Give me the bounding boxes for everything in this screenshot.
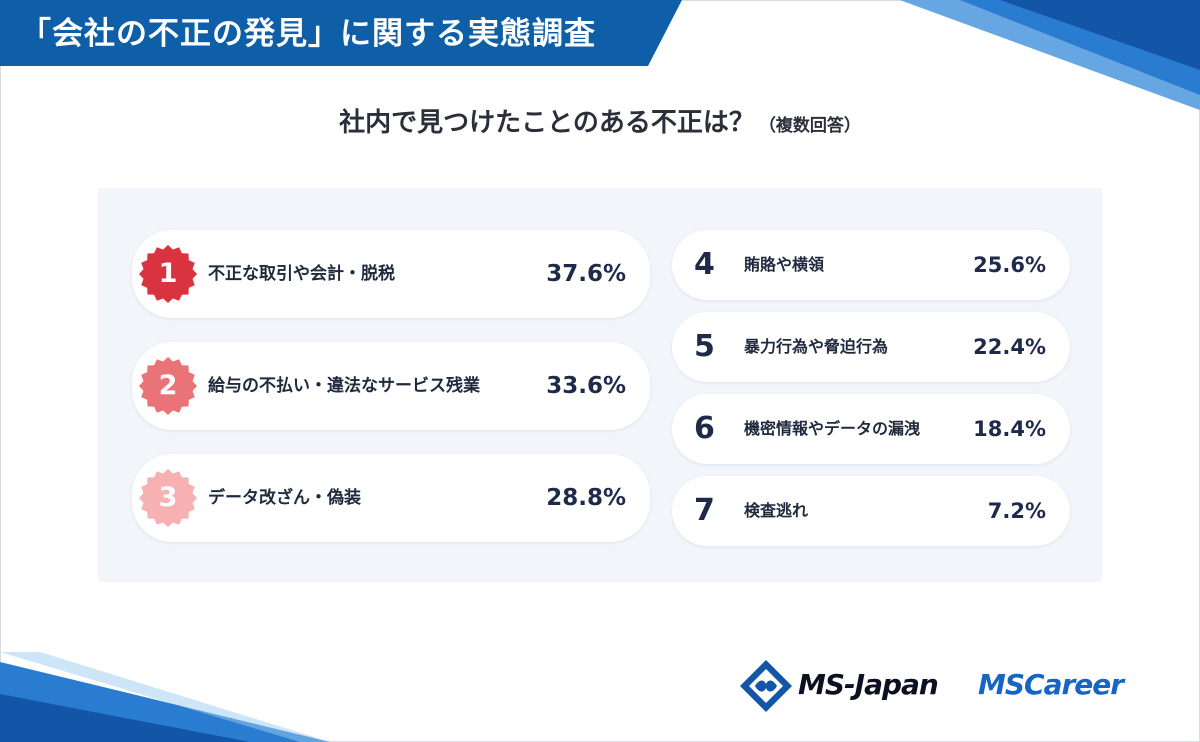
rank-number: 6: [694, 411, 715, 446]
rank-number: 7: [694, 493, 715, 528]
bottom-decoration: [0, 652, 330, 742]
item-label: 機密情報やデータの漏洩: [744, 419, 921, 438]
item-label: 暴力行為や脅迫行為: [744, 337, 889, 356]
item-percentage: 18.4%: [973, 417, 1046, 441]
header-banner: 「会社の不正の発見」に関する実態調査: [0, 0, 1200, 110]
item-percentage: 33.6%: [546, 373, 626, 399]
rank-number: 3: [158, 482, 178, 513]
item-label: 給与の不払い・違法なサービス残業: [208, 376, 480, 396]
item-label: 不正な取引や会計・脱税: [208, 264, 395, 284]
rank-number: 1: [158, 258, 178, 289]
item-label: データ改ざん・偽装: [208, 488, 361, 508]
multiple-answer-note: （複数回答）: [758, 116, 861, 136]
rank-badge-icon: 1: [138, 244, 198, 304]
ms-career-logo-text: MSCareer: [978, 668, 1124, 701]
header-decoration: [0, 0, 1200, 110]
item-percentage: 37.6%: [546, 261, 626, 287]
item-label: 検査逃れ: [744, 501, 809, 520]
rank-badge-icon: 3: [138, 468, 198, 528]
ranking-panel: 1 不正な取引や会計・脱税 37.6% 2 給与の不払い・違法なサービス残業 33.6% 3…: [98, 188, 1102, 582]
ranking-card-3: 3 データ改ざん・偽装 28.8%: [132, 454, 650, 542]
ranking-card-5: 5 暴力行為や脅迫行為 22.4%: [672, 312, 1070, 382]
ranking-card-2: 2 給与の不払い・違法なサービス残業 33.6%: [132, 342, 650, 430]
ms-japan-diamond-logo-icon: [740, 660, 792, 712]
ms-japan-logo-text: MS-Japan: [798, 668, 939, 701]
rank-number: 5: [694, 329, 715, 364]
item-percentage: 25.6%: [973, 253, 1046, 277]
question-text: 社内で見つけたことのある不正は？: [339, 108, 755, 138]
ranking-card-6: 6 機密情報やデータの漏洩 18.4%: [672, 394, 1070, 464]
footer-logos: MS-Japan MSCareer: [740, 660, 1170, 716]
item-percentage: 22.4%: [973, 335, 1046, 359]
chart-subtitle: 社内で見つけたことのある不正は？ （複数回答）: [0, 102, 1200, 139]
item-label: 賄賂や横領: [744, 255, 825, 274]
ranking-card-1: 1 不正な取引や会計・脱税 37.6%: [132, 230, 650, 318]
item-percentage: 7.2%: [987, 499, 1046, 523]
rank-number: 4: [694, 247, 715, 282]
header-title: 「会社の不正の発見」に関する実態調査: [20, 16, 596, 52]
rank-badge-icon: 2: [138, 356, 198, 416]
ranking-card-4: 4 賄賂や横領 25.6%: [672, 230, 1070, 300]
rank-number: 2: [158, 370, 178, 401]
ranking-card-7: 7 検査逃れ 7.2%: [672, 476, 1070, 546]
item-percentage: 28.8%: [546, 485, 626, 511]
